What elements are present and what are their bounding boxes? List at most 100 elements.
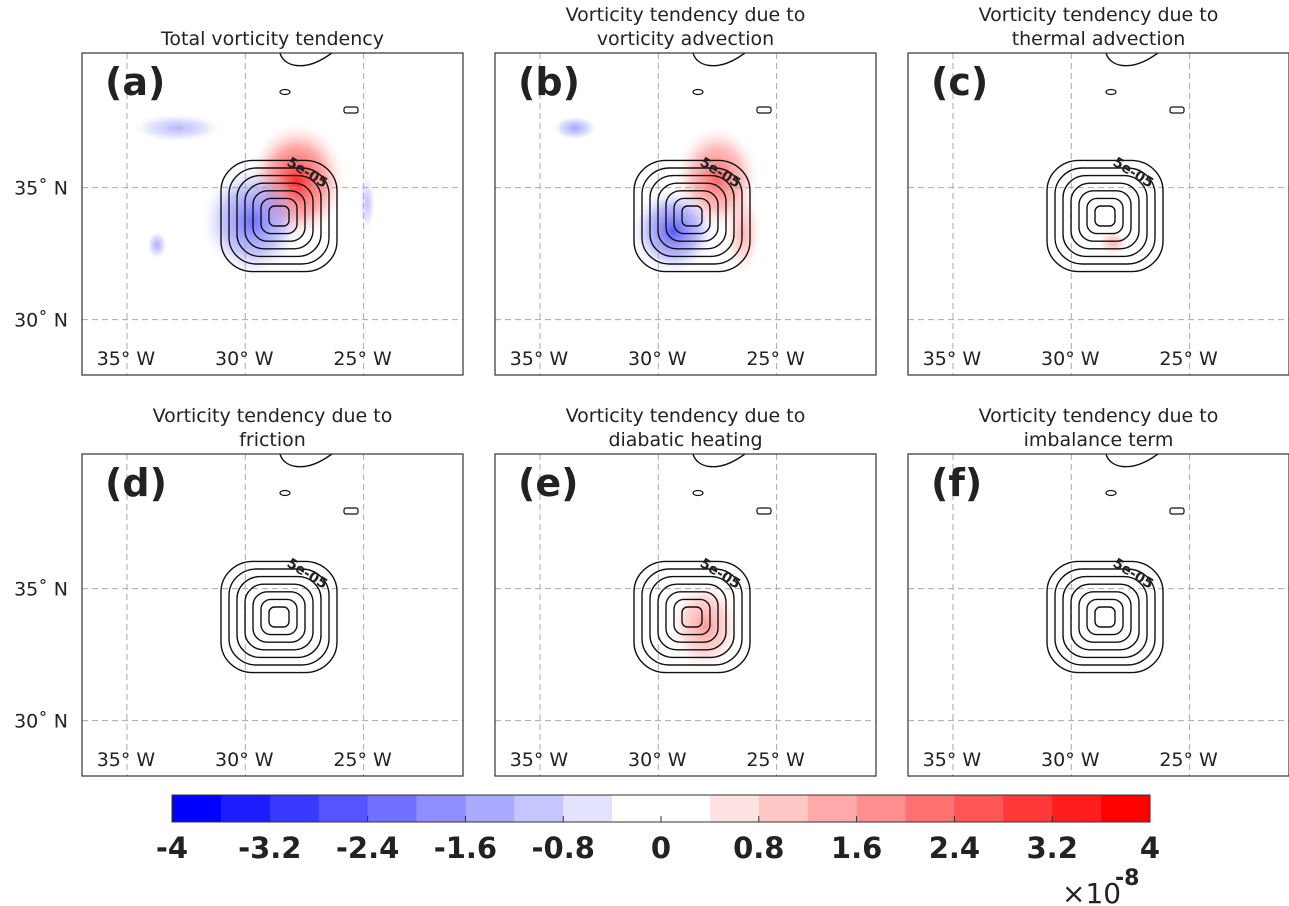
colorbar-tick-label: -4 (156, 831, 188, 865)
panel-label: (a) (105, 60, 165, 104)
y-tick-label: 35˚ N (14, 579, 68, 601)
colorbar-segment (709, 795, 760, 822)
colorbar-tick-label: 1.6 (831, 831, 882, 865)
contour (633, 159, 751, 273)
contour (1105, 454, 1159, 468)
colorbar-multiplier: ×10 (1062, 877, 1121, 906)
colorbar-segment (856, 795, 906, 822)
panel: Vorticity tendency due tofriction5e-0535… (14, 405, 464, 777)
contour (1054, 568, 1156, 666)
colorbar-segment (514, 795, 564, 822)
contour (1086, 598, 1124, 636)
contour (1054, 167, 1156, 265)
panel-label: (b) (518, 60, 580, 104)
colorbar-tick-label: -0.8 (531, 831, 594, 865)
panel-label: (e) (518, 461, 579, 505)
contour (268, 205, 290, 227)
contour (260, 197, 298, 235)
x-tick-label: 35° W (510, 348, 569, 370)
colorbar-segment (807, 795, 858, 822)
colorbar-segment (416, 795, 466, 822)
contour (692, 53, 746, 67)
contour (1105, 489, 1117, 497)
contour (1105, 53, 1159, 67)
shading (553, 116, 597, 140)
colorbar-segment (758, 795, 809, 822)
colorbar-segment (465, 795, 515, 822)
colorbar-segment (1052, 795, 1102, 822)
x-tick-label: 30° W (215, 348, 274, 370)
x-tick-label: 30° W (215, 749, 274, 771)
panel-title: Vorticity tendency due to (979, 405, 1219, 427)
panel-title: imbalance term (1024, 429, 1174, 451)
y-tick-label: 35˚ N (14, 178, 68, 200)
panel-frame (494, 453, 877, 777)
x-tick-label: 30° W (1041, 749, 1100, 771)
colorbar-segment (612, 795, 662, 822)
contour (649, 575, 735, 659)
colorbar-segment (563, 795, 613, 822)
panel-frame (81, 453, 464, 777)
panel-title: friction (239, 429, 306, 451)
panel-title: Vorticity tendency due to (153, 405, 393, 427)
colorbar-tick-label: 0.8 (733, 831, 784, 865)
x-tick-label: 25° W (333, 749, 392, 771)
contour (252, 591, 306, 643)
colorbar-tick-label: 4 (1140, 831, 1160, 865)
contour (220, 159, 338, 273)
contour (279, 53, 333, 67)
contour (1062, 575, 1148, 659)
contour (236, 174, 322, 258)
contour (649, 174, 735, 258)
colorbar: -4 -3.2 -2.4 -1.6 -0.8 0 0.8 1.6 2.4 3.2 4 ×10-8 (156, 794, 1160, 906)
contour (1169, 507, 1185, 515)
contour (1086, 197, 1124, 235)
contour (343, 507, 359, 515)
panel-title: diabatic heating (608, 429, 762, 451)
y-tick-label: 30˚ N (14, 711, 68, 733)
panel-label: (d) (105, 461, 167, 505)
x-tick-label: 35° W (923, 348, 982, 370)
panel-title: Total vorticity tendency (160, 28, 384, 50)
contour (252, 190, 306, 242)
contour (279, 88, 291, 96)
panel-title: Vorticity tendency due to (979, 4, 1219, 26)
contour (1046, 159, 1164, 273)
contour (641, 167, 743, 265)
colorbar-segment (905, 795, 955, 822)
panel-frame (81, 52, 464, 376)
contour (673, 197, 711, 235)
contour (236, 575, 322, 659)
panel-title: thermal advection (1012, 28, 1186, 50)
contour (692, 489, 704, 497)
plot-area: 5e-05 (908, 53, 1289, 375)
colorbar-segment (220, 795, 271, 822)
colorbar-tick-label: -1.6 (434, 831, 497, 865)
colorbar-tick-label: -2.4 (336, 831, 399, 865)
x-tick-label: 35° W (97, 348, 156, 370)
panel-frame (907, 453, 1289, 777)
contour (692, 88, 704, 96)
contour (268, 606, 290, 628)
contour (657, 182, 727, 250)
colorbar-segment (1101, 795, 1151, 822)
contour (279, 489, 291, 497)
x-tick-label: 25° W (746, 749, 805, 771)
contour (1070, 182, 1140, 250)
contour (1070, 583, 1140, 651)
contour (756, 106, 772, 114)
contour (220, 560, 338, 674)
contour (1094, 606, 1116, 628)
colorbar-segment (1003, 795, 1053, 822)
colorbar-segment (172, 795, 222, 822)
contour (260, 598, 298, 636)
contour (1169, 106, 1185, 114)
contour (244, 583, 314, 651)
contour (228, 568, 330, 666)
contour (756, 507, 772, 515)
colorbar-segment (954, 795, 1004, 822)
